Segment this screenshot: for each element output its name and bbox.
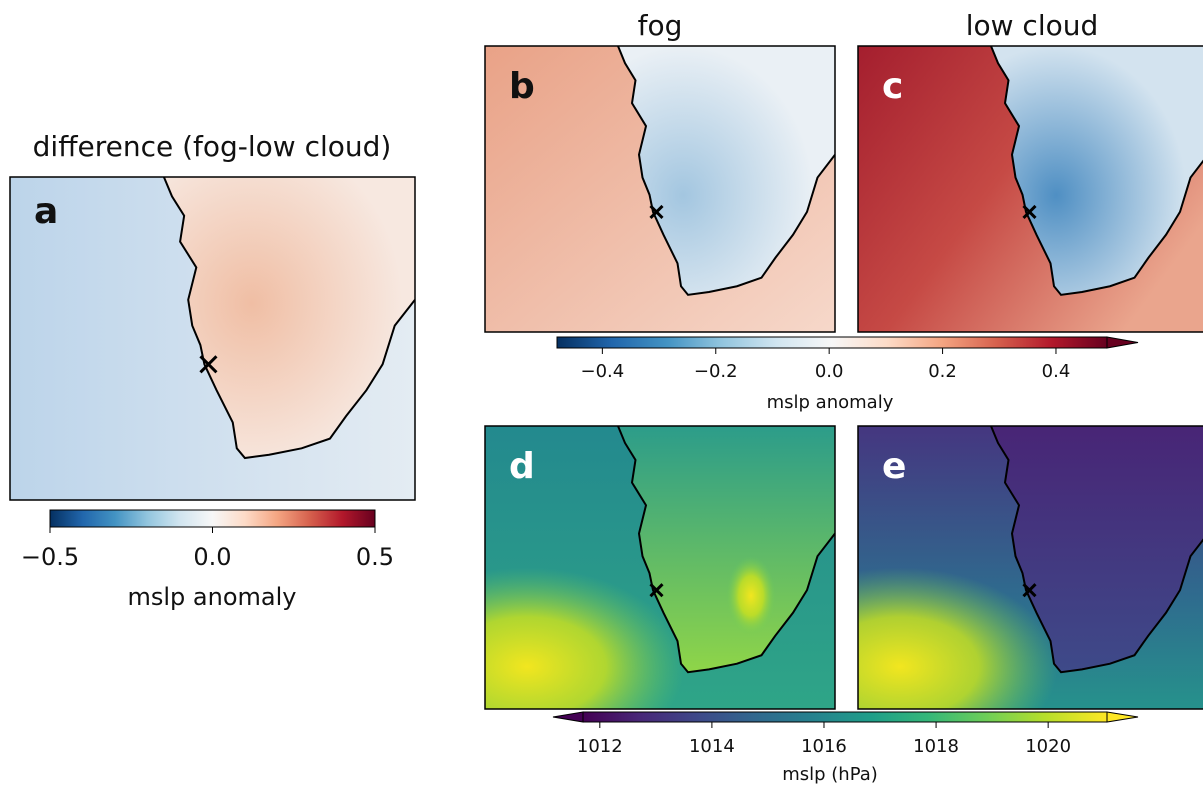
land-field xyxy=(618,46,835,295)
colorbar xyxy=(50,510,375,527)
site-marker xyxy=(1022,204,1037,219)
panel-letter: d xyxy=(509,446,535,487)
map-panel: a xyxy=(9,176,416,501)
colorbar-extend xyxy=(1106,336,1139,349)
coastline xyxy=(991,46,1203,295)
map-panel: c xyxy=(857,45,1203,333)
colorbar-tick-label: 0.0 xyxy=(815,361,844,382)
colorbar-tick-label: −0.2 xyxy=(694,361,738,382)
site-marker xyxy=(649,583,664,598)
panel-title: low cloud xyxy=(966,9,1099,42)
panel-letter: c xyxy=(882,66,903,107)
panel-title: difference (fog-low cloud) xyxy=(33,130,392,163)
site-marker xyxy=(1022,583,1037,598)
colorbar xyxy=(583,712,1107,722)
panel-frame xyxy=(857,425,1203,710)
colorbar-frame xyxy=(556,336,1108,349)
colorbar-tick-label: 1014 xyxy=(689,736,735,757)
coastline xyxy=(991,426,1203,672)
colorbar-tick-label: 1012 xyxy=(577,736,623,757)
colorbar xyxy=(557,337,1107,348)
colorbar-tick-label: 1018 xyxy=(913,736,959,757)
colorbar-tick-label: 1016 xyxy=(801,736,847,757)
panel-frame xyxy=(857,45,1203,333)
panel-letter: e xyxy=(882,446,906,487)
colorbar-label: mslp anomaly xyxy=(128,583,297,611)
panel-letter: a xyxy=(34,191,58,232)
map-panel: e xyxy=(857,425,1203,710)
map-panel: b xyxy=(484,45,836,333)
panel-frame xyxy=(9,176,416,501)
high-pressure-field xyxy=(485,567,685,709)
colorbar-tick-label: 0.4 xyxy=(1042,361,1071,382)
colorbar-frame xyxy=(582,711,1108,723)
land-field xyxy=(163,177,415,459)
colorbar-tick-label: −0.4 xyxy=(581,361,625,382)
site-marker xyxy=(199,355,218,374)
land-field xyxy=(991,46,1203,295)
colorbar-tick-label: 0.5 xyxy=(356,543,394,571)
panel-frame xyxy=(484,45,836,333)
colorbar-tick-label: 0.0 xyxy=(193,543,231,571)
panel-frame xyxy=(484,425,836,710)
land-field xyxy=(618,426,835,673)
colorbar-extend xyxy=(1106,711,1139,723)
site-marker xyxy=(649,204,664,219)
map-panel: d xyxy=(484,425,836,710)
colorbar-label: mslp anomaly xyxy=(767,392,894,413)
colorbar-tick-label: −0.5 xyxy=(21,543,79,571)
panel-title: fog xyxy=(638,9,683,42)
coastline xyxy=(164,177,415,458)
coastline xyxy=(618,426,835,672)
high-pressure-field xyxy=(858,567,1058,709)
colorbar-tick-label: 0.2 xyxy=(928,361,957,382)
colorbar-tick-label: 1020 xyxy=(1025,736,1071,757)
land-high-field xyxy=(726,556,776,636)
panel-letter: b xyxy=(509,66,535,107)
colorbar-label: mslp (hPa) xyxy=(782,764,878,785)
colorbar-extend xyxy=(552,711,584,723)
land-field xyxy=(991,426,1203,673)
coastline xyxy=(618,46,835,295)
